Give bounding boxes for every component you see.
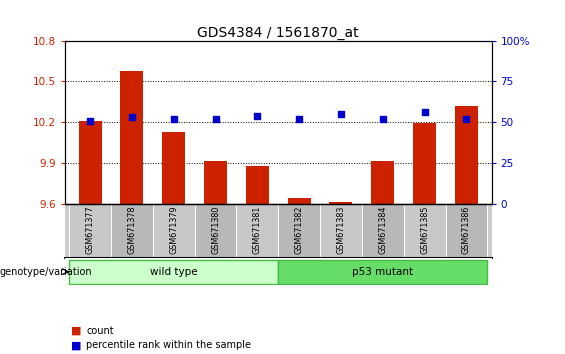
Text: GSM671380: GSM671380: [211, 205, 220, 253]
Bar: [162, 132, 185, 204]
Bar: [236, 204, 279, 258]
Point: [295, 116, 304, 122]
Bar: [404, 204, 446, 258]
Text: ■: ■: [71, 340, 81, 350]
Text: wild type: wild type: [150, 267, 198, 277]
Point: [337, 111, 346, 117]
Bar: [153, 204, 194, 258]
Text: genotype/variation: genotype/variation: [0, 267, 93, 277]
Bar: [371, 161, 394, 204]
Bar: [329, 202, 353, 204]
Bar: [204, 161, 227, 204]
Text: GSM671379: GSM671379: [169, 205, 178, 254]
Bar: [288, 198, 311, 204]
Point: [169, 116, 178, 122]
Bar: [111, 204, 153, 258]
Title: GDS4384 / 1561870_at: GDS4384 / 1561870_at: [197, 26, 359, 40]
Point: [379, 116, 388, 122]
Text: GSM671386: GSM671386: [462, 205, 471, 253]
Point: [85, 118, 94, 123]
Point: [253, 113, 262, 119]
Text: ■: ■: [71, 326, 81, 336]
Text: percentile rank within the sample: percentile rank within the sample: [86, 340, 251, 350]
Text: GSM671377: GSM671377: [85, 205, 94, 254]
Text: GSM671383: GSM671383: [337, 205, 345, 253]
Text: GSM671381: GSM671381: [253, 205, 262, 253]
Bar: [194, 204, 236, 258]
Bar: [246, 166, 269, 204]
Text: count: count: [86, 326, 114, 336]
Text: GSM671378: GSM671378: [127, 205, 136, 254]
Text: GSM671382: GSM671382: [295, 205, 303, 254]
Bar: [446, 204, 488, 258]
Bar: [455, 106, 478, 204]
Bar: [279, 204, 320, 258]
Bar: [279, 260, 488, 284]
Bar: [69, 204, 111, 258]
Bar: [69, 260, 279, 284]
Bar: [79, 121, 102, 204]
Text: p53 mutant: p53 mutant: [352, 267, 414, 277]
Text: GSM671385: GSM671385: [420, 205, 429, 254]
Bar: [413, 124, 436, 204]
Bar: [362, 204, 404, 258]
Point: [420, 109, 429, 115]
Bar: [120, 70, 144, 204]
Point: [462, 116, 471, 122]
Bar: [320, 204, 362, 258]
Point: [211, 116, 220, 122]
Text: GSM671384: GSM671384: [379, 205, 388, 253]
Point: [127, 114, 136, 120]
